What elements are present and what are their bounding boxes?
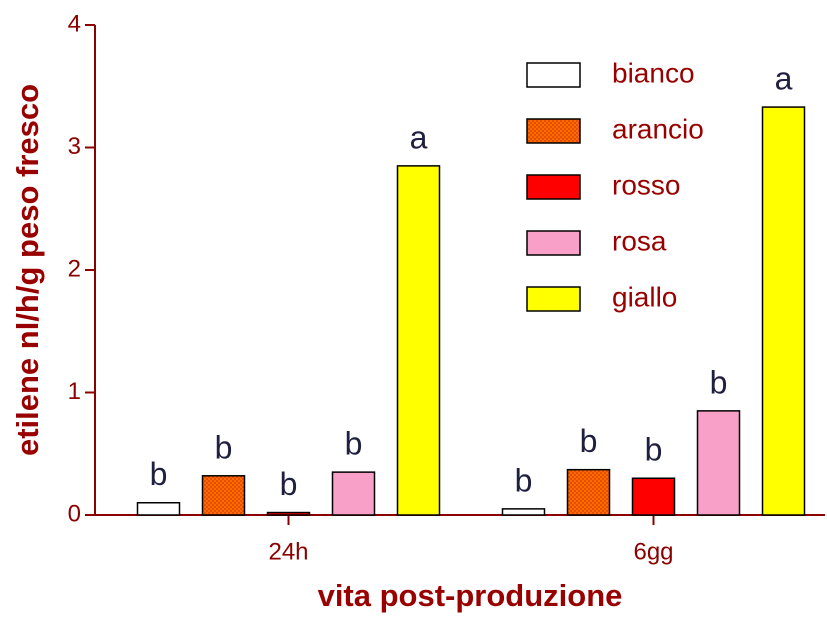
y-tick-label: 1 — [68, 378, 81, 405]
bar — [566, 468, 611, 516]
bar-letter: b — [215, 429, 233, 465]
y-tick-label: 2 — [68, 255, 81, 282]
bar — [136, 502, 181, 516]
bar-letter: a — [410, 119, 428, 155]
bar-letter: a — [775, 61, 793, 97]
bar-letter: b — [580, 423, 598, 459]
bar — [266, 511, 311, 516]
bar — [761, 106, 806, 516]
y-tick-label: 4 — [68, 10, 81, 37]
y-tick-label: 3 — [68, 133, 81, 160]
legend-swatch — [526, 230, 581, 256]
bar-letter: b — [645, 432, 663, 468]
legend-swatch — [526, 174, 581, 200]
bar — [331, 471, 376, 516]
legend-swatch — [526, 118, 581, 144]
legend-label: giallo — [612, 281, 677, 312]
x-tick-label: 6gg — [633, 538, 673, 565]
bar — [396, 165, 441, 516]
x-tick-label: 24h — [268, 538, 308, 565]
legend-label: bianco — [612, 57, 695, 88]
legend-swatch — [526, 62, 581, 88]
x-axis-label: vita post-produzione — [318, 578, 623, 613]
bar — [201, 475, 246, 516]
y-axis-label: etilene nl/h/g peso fresco — [10, 84, 45, 456]
legend-label: arancio — [612, 113, 704, 144]
bar-letter: b — [710, 364, 728, 400]
legend-swatch — [526, 286, 581, 312]
bar — [696, 410, 741, 516]
legend-label: rosa — [612, 225, 667, 256]
bar — [631, 477, 676, 516]
bar — [501, 508, 546, 516]
bar-letter: b — [345, 426, 363, 462]
bar-letter: b — [150, 456, 168, 492]
y-tick-label: 0 — [68, 500, 81, 527]
legend-label: rosso — [612, 169, 680, 200]
bar-letter: b — [280, 466, 298, 502]
bar-letter: b — [515, 462, 533, 498]
